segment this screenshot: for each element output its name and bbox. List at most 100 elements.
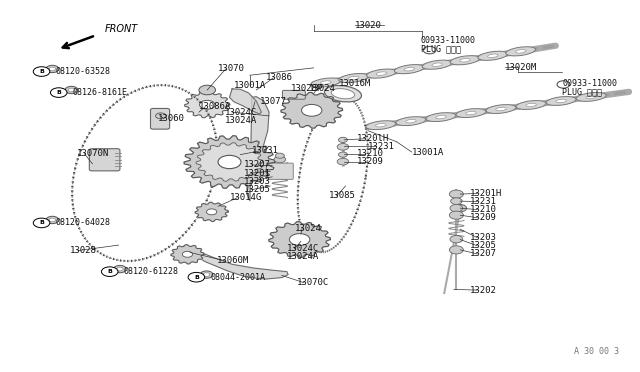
Text: 13024: 13024 bbox=[309, 84, 336, 93]
Text: 1320lH: 1320lH bbox=[357, 134, 389, 143]
Ellipse shape bbox=[348, 76, 359, 80]
Text: 13231: 13231 bbox=[368, 142, 395, 151]
Polygon shape bbox=[171, 245, 204, 264]
Text: 13070N: 13070N bbox=[77, 149, 109, 158]
Circle shape bbox=[188, 272, 205, 282]
Text: 08120-64028: 08120-64028 bbox=[56, 218, 111, 227]
Circle shape bbox=[68, 88, 75, 92]
Text: 13202: 13202 bbox=[470, 286, 497, 295]
Text: 13070C: 13070C bbox=[296, 278, 329, 287]
Ellipse shape bbox=[486, 105, 516, 113]
Polygon shape bbox=[184, 246, 288, 279]
Ellipse shape bbox=[556, 99, 566, 103]
Circle shape bbox=[65, 86, 78, 94]
Text: 13031: 13031 bbox=[252, 147, 278, 155]
FancyBboxPatch shape bbox=[90, 149, 120, 171]
Polygon shape bbox=[196, 143, 263, 181]
Text: 13086: 13086 bbox=[266, 73, 292, 82]
Text: 13024A: 13024A bbox=[287, 252, 319, 262]
Circle shape bbox=[49, 67, 56, 71]
FancyBboxPatch shape bbox=[282, 90, 305, 99]
FancyBboxPatch shape bbox=[150, 109, 170, 129]
Ellipse shape bbox=[376, 124, 386, 127]
Circle shape bbox=[289, 234, 310, 246]
Circle shape bbox=[182, 251, 193, 257]
Text: B: B bbox=[194, 275, 199, 280]
Circle shape bbox=[207, 209, 217, 215]
Text: 00933-11000: 00933-11000 bbox=[562, 79, 617, 88]
Text: 13028: 13028 bbox=[70, 246, 97, 255]
Ellipse shape bbox=[436, 115, 446, 119]
Ellipse shape bbox=[456, 109, 486, 118]
Text: 13085: 13085 bbox=[329, 192, 356, 201]
Ellipse shape bbox=[321, 81, 331, 84]
Text: FRONT: FRONT bbox=[104, 24, 138, 34]
Text: 13209: 13209 bbox=[470, 213, 497, 222]
Text: PLUG プラグ: PLUG プラグ bbox=[420, 44, 461, 53]
Text: B: B bbox=[39, 221, 44, 225]
Text: 13024: 13024 bbox=[294, 224, 321, 233]
Text: 13201H: 13201H bbox=[470, 189, 502, 198]
Circle shape bbox=[51, 88, 67, 97]
Text: 13020M: 13020M bbox=[505, 63, 537, 72]
Circle shape bbox=[301, 105, 322, 116]
Polygon shape bbox=[185, 92, 230, 118]
Text: 13024C: 13024C bbox=[225, 108, 257, 117]
Text: 13060: 13060 bbox=[157, 114, 184, 123]
Text: 13231: 13231 bbox=[470, 197, 497, 206]
Text: 08120-63528: 08120-63528 bbox=[56, 67, 111, 76]
Text: A 30 00 3: A 30 00 3 bbox=[575, 347, 620, 356]
Ellipse shape bbox=[586, 95, 596, 99]
Ellipse shape bbox=[426, 113, 456, 122]
Ellipse shape bbox=[332, 89, 355, 99]
Text: 13001A: 13001A bbox=[234, 81, 266, 90]
Ellipse shape bbox=[488, 54, 498, 58]
Ellipse shape bbox=[466, 111, 476, 115]
Circle shape bbox=[218, 155, 241, 169]
Text: 13086A: 13086A bbox=[199, 102, 231, 111]
Circle shape bbox=[200, 271, 213, 278]
Ellipse shape bbox=[546, 97, 576, 105]
Text: 13201: 13201 bbox=[244, 169, 271, 177]
Circle shape bbox=[46, 65, 59, 73]
Ellipse shape bbox=[376, 72, 387, 76]
Circle shape bbox=[451, 198, 462, 205]
Circle shape bbox=[337, 144, 349, 150]
Circle shape bbox=[557, 81, 570, 88]
Polygon shape bbox=[184, 136, 275, 188]
Text: 13210: 13210 bbox=[357, 150, 384, 158]
Circle shape bbox=[33, 67, 50, 76]
Ellipse shape bbox=[506, 47, 536, 56]
Text: B: B bbox=[56, 90, 61, 95]
Text: 13203: 13203 bbox=[244, 177, 271, 186]
Text: 13060M: 13060M bbox=[217, 256, 249, 265]
Ellipse shape bbox=[516, 100, 546, 109]
Text: 13207: 13207 bbox=[470, 250, 497, 259]
Text: 13207: 13207 bbox=[244, 160, 271, 170]
Ellipse shape bbox=[366, 121, 396, 129]
Circle shape bbox=[337, 158, 349, 165]
Ellipse shape bbox=[396, 117, 426, 126]
Text: 13016M: 13016M bbox=[339, 79, 371, 88]
Circle shape bbox=[200, 100, 215, 109]
Ellipse shape bbox=[515, 49, 526, 53]
Text: 13205: 13205 bbox=[244, 185, 271, 194]
Polygon shape bbox=[230, 89, 261, 114]
Circle shape bbox=[449, 190, 463, 198]
Ellipse shape bbox=[394, 65, 424, 74]
Circle shape bbox=[274, 156, 285, 163]
Text: 13070: 13070 bbox=[218, 64, 245, 73]
Text: 13203: 13203 bbox=[470, 233, 497, 242]
Ellipse shape bbox=[311, 78, 340, 87]
Ellipse shape bbox=[324, 86, 362, 102]
Text: 13210: 13210 bbox=[470, 205, 497, 214]
Circle shape bbox=[199, 85, 216, 95]
Text: 13024C: 13024C bbox=[287, 244, 319, 253]
Text: 00933-11000: 00933-11000 bbox=[420, 36, 476, 45]
Text: 13024A: 13024A bbox=[225, 116, 257, 125]
Ellipse shape bbox=[432, 63, 442, 67]
Polygon shape bbox=[246, 97, 269, 201]
Ellipse shape bbox=[406, 119, 416, 123]
Text: 13020: 13020 bbox=[355, 21, 382, 30]
Ellipse shape bbox=[450, 56, 480, 65]
